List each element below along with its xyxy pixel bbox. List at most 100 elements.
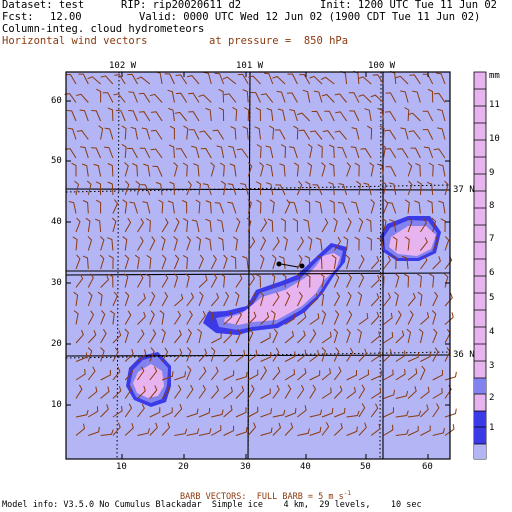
wind-barb [173,384,182,399]
wind-barb [132,163,138,177]
wind-barb [401,255,409,270]
wind-barb [87,330,97,344]
wind-barb [198,348,208,362]
wind-barb [149,347,155,362]
wind-barb [333,291,341,307]
wind-barb [210,162,215,177]
wind-barb [220,273,226,288]
wind-barb [383,369,394,381]
wind-barb [96,88,102,103]
wind-barb [444,312,454,325]
wind-barb [82,255,89,270]
wind-barb [265,182,274,196]
wind-barb [309,409,323,418]
wind-barb [414,200,421,214]
wind-barb [174,111,188,122]
wind-barb [161,273,169,288]
wind-barb [198,407,211,418]
wind-barb [199,130,212,140]
wind-barb [247,293,257,307]
wind-barb [305,273,311,288]
wind-barb [412,90,421,103]
wind-barb [302,89,311,103]
wind-barb [284,313,295,325]
wind-barb [94,218,102,233]
wind-barb [223,425,235,436]
wind-barb [274,129,286,140]
wind-barb [420,351,431,362]
wind-barb [309,75,323,85]
wind-barb [395,429,409,436]
x-tick-60: 60 [422,462,433,472]
wind-barb [196,180,202,196]
wind-barb [432,328,438,344]
wind-barb [407,180,413,196]
wind-barb [247,369,259,381]
wind-barb [358,273,365,288]
wind-barb [397,148,409,159]
wind-barb [91,147,102,159]
wind-barb [383,332,394,344]
wind-barb [324,110,335,122]
station-marker [276,261,282,267]
wind-barb [385,166,397,177]
wind-barb [186,365,192,381]
wind-barb [247,199,252,214]
wind-barb [186,236,191,251]
wind-barb [72,236,78,251]
colorbar-label: 4 [489,327,495,337]
wind-barb [436,72,446,85]
wind-barb [275,184,286,196]
wind-barb [214,72,225,85]
wind-barb [168,107,175,122]
wind-barb [366,236,372,251]
wind-barb [100,370,111,381]
wind-barb [279,163,286,177]
init-label: Init: 1200 UTC Tue 11 Jun 02 [320,0,498,11]
wind-barb [428,162,434,177]
wind-barb [343,236,349,251]
wind-barb [346,370,357,381]
wind-barb [395,350,406,362]
wind-barb [269,199,275,214]
wind-barb [75,217,81,233]
wind-barb [296,254,303,270]
wind-barb [93,163,102,177]
colorbar-label: 5 [489,293,495,303]
wind-barb [263,72,274,85]
wind-barb [333,366,342,381]
wind-barb [319,273,325,288]
wind-barb [100,274,109,288]
wind-barb [346,347,354,362]
wind-barb [369,162,374,177]
wind-barb [186,75,200,85]
wind-barb [138,92,151,103]
wind-barb [150,129,163,140]
wind-barb [210,292,220,307]
wind-barb [161,328,166,344]
wind-barb [284,369,296,381]
wind-barb [276,90,286,103]
wind-barb [267,218,274,233]
wind-barb [186,292,194,307]
wind-barb [307,236,313,251]
wind-barb [444,180,449,196]
wind-barb [334,407,346,418]
wind-barb [228,145,237,159]
wind-barb [211,409,224,418]
wind-barb [246,217,252,233]
wind-barb [65,148,77,159]
wind-barb [321,408,334,418]
wind-barb [383,349,393,362]
wind-barb [137,428,150,436]
wind-barb [186,347,192,362]
wind-barb [182,162,188,177]
wind-barb [406,328,412,344]
wind-barb [195,199,201,214]
wind-barb [210,385,220,399]
wind-barb [260,366,267,381]
wind-barb [284,199,291,214]
wind-barb [420,404,429,418]
wind-barb [443,273,449,288]
wind-barb [107,181,114,196]
